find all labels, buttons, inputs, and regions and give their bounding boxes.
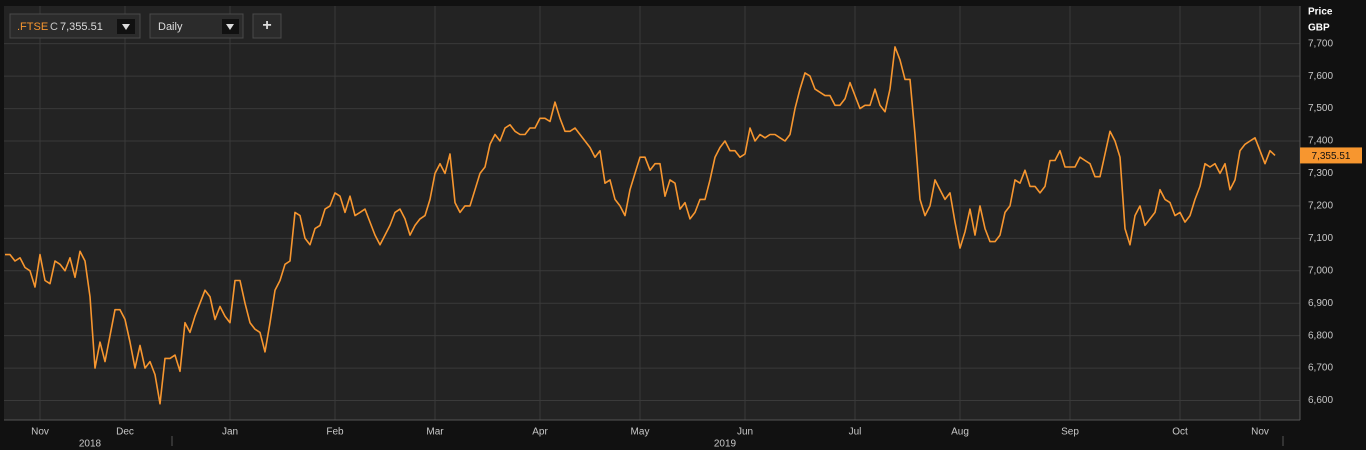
interval: Daily [158, 21, 183, 33]
y-tick-label: 7,100 [1308, 233, 1333, 244]
x-tick-label: Oct [1172, 427, 1188, 438]
close-label: 7,355.51 [60, 21, 103, 33]
y-axis-title: GBP [1308, 23, 1330, 34]
x-tick-label: Nov [1251, 427, 1269, 438]
x-tick-label: May [631, 427, 650, 438]
last-price-box [1300, 147, 1362, 164]
y-tick-label: 7,200 [1308, 201, 1333, 212]
y-tick-label: 6,700 [1308, 363, 1333, 374]
x-tick-label: Mar [426, 427, 444, 438]
close-prefix: C [50, 21, 58, 33]
x-tick-label: Jul [849, 427, 862, 438]
y-tick-label: 6,600 [1308, 395, 1333, 406]
plot-area [4, 6, 1300, 420]
y-tick-label: 6,900 [1308, 298, 1333, 309]
y-tick-label: 6,800 [1308, 330, 1333, 341]
year-label: 2019 [714, 439, 737, 450]
year-label: 2018 [79, 439, 102, 450]
interval-selector[interactable]: Daily [149, 13, 244, 39]
button-box [252, 13, 282, 39]
instrument-selector[interactable]: .FTSE C 7,355.51 [9, 13, 141, 39]
y-tick-label: 7,700 [1308, 38, 1333, 49]
x-tick-label: Aug [951, 427, 969, 438]
y-axis-title: Price [1308, 7, 1333, 18]
x-tick-label: Nov [31, 427, 49, 438]
add-label: + [262, 17, 271, 34]
x-tick-label: Sep [1061, 427, 1079, 438]
dropdown-arrow [226, 24, 234, 30]
x-tick-label: Feb [326, 427, 344, 438]
x-tick-label: Dec [116, 427, 134, 438]
price-line [5, 46, 1276, 405]
last-price-label: 7,355.51 [1312, 151, 1351, 162]
y-tick-label: 7,500 [1308, 103, 1333, 114]
dropdown-arrow [122, 24, 130, 30]
y-tick-label: 7,400 [1308, 136, 1333, 147]
y-tick-label: 7,000 [1308, 265, 1333, 276]
y-tick-label: 7,600 [1308, 71, 1333, 82]
instrument: .FTSE [17, 21, 48, 33]
x-tick-label: Jan [222, 427, 238, 438]
x-tick-label: Jun [737, 427, 753, 438]
y-tick-label: 7,300 [1308, 168, 1333, 179]
x-tick-label: Apr [532, 427, 548, 438]
add-button[interactable]: + [252, 13, 282, 39]
